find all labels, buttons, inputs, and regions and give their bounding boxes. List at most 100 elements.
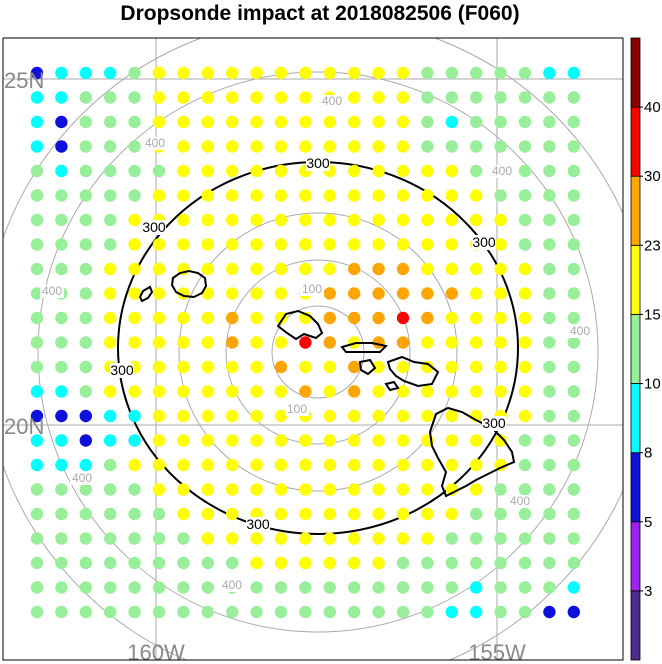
dropsonde-point	[518, 483, 532, 496]
dropsonde-point	[323, 311, 336, 325]
dropsonde-point	[494, 66, 507, 80]
dropsonde-point	[445, 556, 458, 570]
contour-label: 400	[570, 324, 590, 338]
dropsonde-point	[152, 287, 166, 300]
dropsonde-point	[30, 311, 44, 325]
dropsonde-point	[567, 91, 580, 104]
dropsonde-point	[79, 458, 93, 472]
dropsonde-point	[348, 532, 361, 545]
dropsonde-point	[470, 458, 483, 472]
contour-label-bg	[320, 95, 344, 108]
dropsonde-point	[79, 409, 93, 423]
dropsonde-point	[518, 140, 532, 153]
dropsonde-point	[470, 556, 483, 570]
dropsonde-point	[348, 507, 361, 521]
dropsonde-point	[323, 385, 336, 398]
colorbar-tick-label: 3	[644, 583, 652, 600]
dropsonde-point	[79, 532, 93, 545]
dropsonde-point	[494, 115, 507, 129]
dropsonde-point	[201, 66, 214, 80]
dropsonde-point	[201, 385, 214, 398]
dropsonde-point	[470, 434, 483, 447]
dropsonde-point	[518, 409, 532, 423]
contour-label: 400	[72, 471, 92, 485]
dropsonde-point	[567, 164, 580, 178]
dropsonde-point	[299, 483, 312, 496]
dropsonde-point	[543, 287, 556, 300]
dropsonde-point	[396, 605, 410, 619]
dropsonde-point	[518, 287, 532, 300]
dropsonde-point	[55, 238, 68, 251]
colorbar-segment	[630, 106, 641, 177]
dropsonde-point	[201, 409, 214, 423]
dropsonde-point	[250, 581, 263, 594]
dropsonde-point	[323, 605, 336, 619]
dropsonde-point	[30, 556, 44, 570]
dropsonde-point	[348, 66, 361, 80]
contour-label-bg	[472, 235, 496, 250]
dropsonde-point	[104, 605, 117, 619]
dropsonde-point	[348, 458, 361, 472]
dropsonde-point	[250, 189, 263, 202]
dropsonde-point	[55, 605, 68, 619]
dropsonde-point	[470, 140, 483, 153]
dropsonde-point	[421, 213, 434, 227]
dropsonde-point	[226, 507, 239, 521]
dropsonde-point	[543, 556, 556, 570]
dropsonde-point	[152, 385, 166, 398]
dropsonde-point	[177, 605, 190, 619]
dropsonde-point	[152, 434, 166, 447]
dropsonde-point	[518, 532, 532, 545]
dropsonde-point	[299, 238, 312, 251]
dropsonde-point	[128, 483, 141, 496]
dropsonde-point	[494, 385, 507, 398]
dropsonde-point	[274, 213, 288, 227]
dropsonde-point	[250, 556, 263, 570]
dropsonde-point	[299, 262, 312, 276]
dropsonde-point	[250, 66, 263, 80]
dropsonde-point	[299, 189, 312, 202]
colorbar-tick-label: 5	[644, 514, 652, 531]
dropsonde-point	[494, 262, 507, 276]
dropsonde-point	[30, 189, 44, 202]
dropsonde-point	[470, 360, 483, 374]
dropsonde-point	[79, 189, 93, 202]
dropsonde-point	[396, 434, 410, 447]
dropsonde-point	[274, 140, 288, 153]
dropsonde-point	[30, 434, 44, 447]
dropsonde-point	[470, 287, 483, 300]
dropsonde-point	[323, 360, 336, 374]
dropsonde-point	[30, 115, 44, 129]
dropsonde-point	[421, 311, 434, 325]
dropsonde-point	[152, 360, 166, 374]
dropsonde-point	[201, 287, 214, 300]
dropsonde-point	[30, 483, 44, 496]
dropsonde-point	[250, 287, 263, 300]
dropsonde-point	[250, 532, 263, 545]
dropsonde-point	[226, 458, 239, 472]
colorbar-tick-label: 40	[644, 99, 661, 116]
dropsonde-point	[226, 238, 239, 251]
dropsonde-point	[55, 556, 68, 570]
dropsonde-point	[250, 262, 263, 276]
contour-label: 400	[510, 494, 530, 508]
dropsonde-point	[543, 581, 556, 594]
dropsonde-point	[250, 409, 263, 423]
dropsonde-point	[79, 66, 93, 80]
dropsonde-point	[567, 434, 580, 447]
contour-label: 400	[42, 284, 62, 298]
dropsonde-point	[421, 458, 434, 472]
dropsonde-point	[543, 507, 556, 521]
dropsonde-point	[128, 409, 141, 423]
dropsonde-point	[104, 336, 117, 349]
dropsonde-point	[494, 483, 507, 496]
dropsonde-point	[152, 91, 166, 104]
contour-label-bg	[285, 403, 309, 416]
dropsonde-point	[567, 532, 580, 545]
dropsonde-point	[421, 115, 434, 129]
dropsonde-point	[372, 287, 385, 300]
dropsonde-point	[104, 91, 117, 104]
dropsonde-point	[543, 311, 556, 325]
dropsonde-point	[299, 360, 312, 374]
dropsonde-point	[274, 385, 288, 398]
